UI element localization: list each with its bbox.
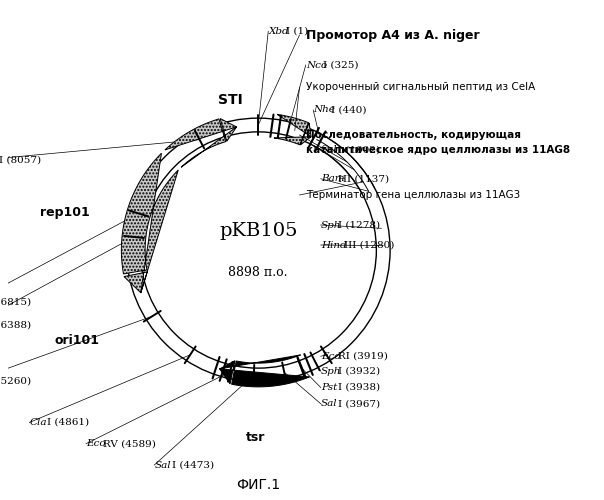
Text: Укороченный сигнальный пептид из CelA: Укороченный сигнальный пептид из CelA [306,82,535,92]
Text: pKB105: pKB105 [219,222,298,240]
Text: I (325): I (325) [323,60,359,70]
Text: RI (3919): RI (3919) [338,352,388,361]
Text: I (4473): I (4473) [172,460,214,469]
Text: Hind: Hind [321,240,346,250]
Polygon shape [165,118,237,168]
Text: Sal: Sal [321,399,338,408]
Text: Pst: Pst [321,383,337,392]
Text: HI (1137): HI (1137) [338,174,390,183]
Polygon shape [274,114,311,145]
Text: I (1002): I (1002) [338,146,381,154]
Text: I (440): I (440) [330,106,366,114]
Polygon shape [220,355,309,387]
Text: I (4861): I (4861) [47,418,89,427]
Text: Bam: Bam [321,174,344,183]
Polygon shape [121,153,178,293]
Text: Промотор А4 из А. niger: Промотор А4 из А. niger [306,28,480,42]
Text: Nco: Nco [306,60,327,70]
Text: RV (4589): RV (4589) [103,440,156,448]
Text: I (8057): I (8057) [0,156,42,164]
Text: I (3938): I (3938) [338,383,381,392]
Text: ori101: ori101 [54,334,100,346]
Text: I (6388): I (6388) [0,320,31,330]
Text: I (3967): I (3967) [338,399,381,408]
Text: Sph: Sph [321,220,341,230]
Text: 8898 п.о.: 8898 п.о. [228,266,288,279]
Text: STI: STI [219,93,243,107]
Text: Eco: Eco [321,352,341,361]
Text: III (1280): III (1280) [344,240,394,250]
Text: I (1): I (1) [286,26,308,36]
Text: I (6815): I (6815) [0,298,31,307]
Text: I (3932): I (3932) [338,367,381,376]
Text: Nhe: Nhe [313,106,335,114]
Text: I (1278): I (1278) [338,220,381,230]
Text: Xbd: Xbd [268,26,289,36]
Text: rep101: rep101 [40,206,89,219]
Text: I (5260): I (5260) [0,377,31,386]
Text: Sal: Sal [154,460,171,469]
Text: tsr: tsr [246,431,265,444]
Text: Sal: Sal [321,146,338,154]
Text: каталитическое ядро целлюлазы из 11AG8: каталитическое ядро целлюлазы из 11AG8 [306,145,570,155]
Text: Eco: Eco [86,440,106,448]
Text: Sph: Sph [321,367,341,376]
Text: Cla: Cla [30,418,47,427]
Text: ФИГ.1: ФИГ.1 [236,478,280,492]
Text: Последовательность, кодирующая: Последовательность, кодирующая [306,130,521,140]
Text: Терминатор гена целлюлазы из 11AG3: Терминатор гена целлюлазы из 11AG3 [306,190,520,200]
